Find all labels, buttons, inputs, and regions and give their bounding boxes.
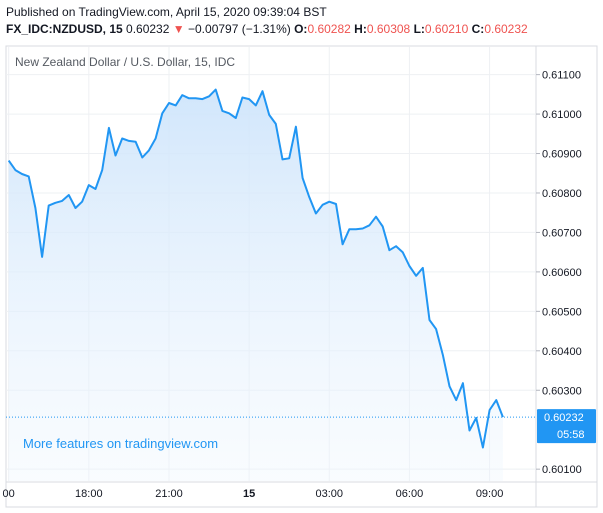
quote-line: FX_IDC:NZDUSD, 15 0.60232 ▼ −0.00797 (−1…	[6, 21, 596, 38]
open-value: 0.60282	[307, 22, 351, 36]
symbol-label: FX_IDC:NZDUSD, 15	[6, 22, 123, 36]
bar-countdown-label: 05:58	[557, 429, 585, 441]
current-price-tag	[537, 409, 596, 444]
y-tick-label: 0.60500	[542, 306, 582, 318]
x-tick-label: 18:00	[75, 488, 103, 500]
price-chart[interactable]: 0.61100 0.61000 0.60900 0.60800 0.60700 0.606…	[0, 44, 603, 513]
y-tick-label: 0.60100	[542, 464, 582, 476]
y-tick-label: 0.60600	[542, 267, 582, 279]
y-tick-label: 0.60800	[542, 188, 582, 200]
chart-frame	[5, 45, 598, 508]
y-tick-label: 0.60700	[542, 227, 582, 239]
y-tick-label: 0.60400	[542, 346, 582, 358]
close-value: 0.60232	[484, 22, 528, 36]
price-area-fill	[8, 89, 503, 481]
current-price-label: 0.60232	[544, 412, 584, 424]
x-tick-label: 03:00	[316, 488, 344, 500]
tradingview-link[interactable]: More features on tradingview.com	[23, 436, 218, 451]
down-arrow-icon: ▼	[172, 22, 185, 36]
x-tick-label: 00	[3, 488, 15, 500]
x-tick-label: 21:00	[155, 488, 183, 500]
x-tick-label: 15	[243, 488, 255, 500]
low-label: L:	[413, 22, 425, 36]
last-price: 0.60232	[126, 22, 170, 36]
open-label: O:	[294, 22, 308, 36]
y-tick-label: 0.61000	[542, 109, 582, 121]
x-tick-label: 06:00	[396, 488, 424, 500]
high-label: H:	[354, 22, 367, 36]
published-line: Published on TradingView.com, April 15, …	[6, 5, 327, 19]
price-change: −0.00797 (−1.31%)	[188, 22, 291, 36]
y-tick-label: 0.60300	[542, 385, 582, 397]
high-value: 0.60308	[366, 22, 411, 36]
x-tick-label: 09:00	[476, 488, 504, 500]
chart-title: New Zealand Dollar / U.S. Dollar, 15, ID…	[15, 55, 235, 69]
y-tick-label: 0.61100	[542, 70, 581, 82]
low-value: 0.60210	[424, 22, 469, 36]
y-tick-label: 0.60900	[542, 149, 582, 161]
chart-header: Published on TradingView.com, April 15, …	[6, 4, 596, 38]
close-label: C:	[471, 22, 485, 36]
